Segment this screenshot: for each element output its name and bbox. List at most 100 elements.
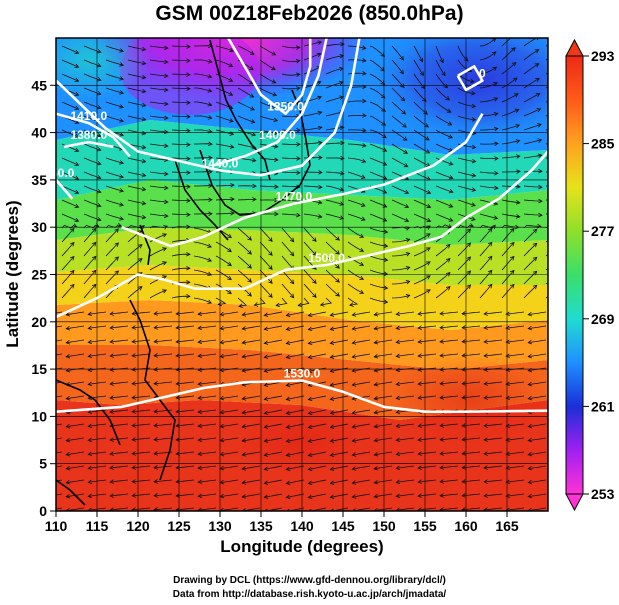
streamline <box>308 479 327 484</box>
streamline <box>528 353 547 357</box>
streamline <box>308 451 327 456</box>
streamline-arrow <box>351 340 357 345</box>
streamline-arrow <box>395 493 401 499</box>
streamline <box>66 451 85 456</box>
streamline-arrow <box>362 113 367 118</box>
streamline <box>347 114 367 117</box>
streamline <box>435 45 444 63</box>
streamline-arrow <box>91 255 97 261</box>
streamline <box>352 367 371 372</box>
streamline <box>479 113 498 117</box>
streamline <box>220 367 239 371</box>
streamline <box>259 283 273 298</box>
streamline <box>374 367 393 372</box>
streamline <box>506 367 525 371</box>
streamline <box>391 101 406 115</box>
streamline <box>56 339 63 342</box>
streamline-arrow <box>153 465 158 470</box>
streamline <box>435 185 454 193</box>
streamline <box>149 199 168 203</box>
streamline-arrow <box>162 247 167 252</box>
streamline <box>506 353 525 357</box>
streamline-arrow <box>207 59 213 64</box>
streamline <box>325 269 340 283</box>
streamline-arrow <box>186 170 191 175</box>
streamline <box>528 311 547 315</box>
streamline <box>127 230 143 243</box>
streamline <box>435 87 450 101</box>
streamline <box>56 325 63 328</box>
streamline-arrow <box>373 395 379 401</box>
streamline <box>242 493 261 498</box>
streamline-arrow <box>164 87 169 93</box>
streamline <box>330 367 349 372</box>
streamline-arrow <box>207 88 213 93</box>
streamline-arrow <box>164 129 169 135</box>
streamline-arrow <box>87 465 93 471</box>
streamline <box>88 479 107 483</box>
streamline <box>286 311 305 316</box>
streamline <box>303 185 322 188</box>
streamline-arrow <box>527 353 533 359</box>
streamline <box>154 423 173 427</box>
streamline <box>347 171 366 179</box>
streamline <box>374 395 393 400</box>
streamline <box>237 101 255 111</box>
streamline-arrow <box>164 101 169 107</box>
streamline <box>413 213 431 222</box>
streamline-arrow <box>351 494 357 499</box>
streamline-arrow <box>307 368 313 374</box>
streamline-arrow <box>141 214 147 220</box>
streamline <box>56 353 63 356</box>
streamline <box>127 59 146 65</box>
streamline-arrow <box>466 270 472 275</box>
streamline-arrow <box>381 107 386 112</box>
streamline-arrow <box>527 367 533 373</box>
streamline <box>171 253 190 257</box>
streamline <box>462 465 481 469</box>
streamline-arrow <box>297 302 303 308</box>
streamline <box>435 258 451 271</box>
streamline-arrow <box>493 126 499 132</box>
streamline <box>264 381 283 386</box>
streamline-arrow <box>69 269 75 275</box>
streamline <box>413 199 431 208</box>
streamline-arrow <box>461 493 466 498</box>
streamline-arrow <box>87 493 93 499</box>
streamline-arrow <box>373 451 379 457</box>
streamline <box>330 339 349 344</box>
streamline <box>303 213 322 218</box>
y-tick-label: 0 <box>39 503 47 519</box>
streamline <box>56 423 63 426</box>
streamline <box>88 325 107 329</box>
streamline <box>110 353 129 357</box>
streamline <box>198 367 217 371</box>
streamline-arrow <box>296 156 301 161</box>
streamline <box>435 157 453 165</box>
streamline <box>149 213 168 217</box>
streamline <box>391 45 404 61</box>
streamline-arrow <box>307 410 313 416</box>
streamline-arrow <box>439 465 444 470</box>
streamline <box>484 437 503 441</box>
streamline-arrow <box>141 172 147 178</box>
streamline-arrow <box>87 353 93 359</box>
streamline-arrow <box>505 437 510 443</box>
streamline <box>105 256 119 271</box>
streamline <box>215 297 227 305</box>
streamline <box>413 143 430 154</box>
streamline-arrow <box>426 225 431 230</box>
streamline-arrow <box>271 51 277 56</box>
streamline <box>286 395 305 400</box>
streamline <box>435 115 452 126</box>
streamline <box>352 381 371 386</box>
streamline <box>413 289 431 299</box>
streamline-arrow <box>308 508 312 511</box>
streamline-arrow <box>405 280 411 285</box>
streamline <box>479 199 498 205</box>
streamline <box>83 224 99 229</box>
streamline <box>194 115 212 119</box>
streamline-arrow <box>557 273 561 277</box>
streamline-arrow <box>404 203 410 208</box>
streamline <box>149 171 168 175</box>
